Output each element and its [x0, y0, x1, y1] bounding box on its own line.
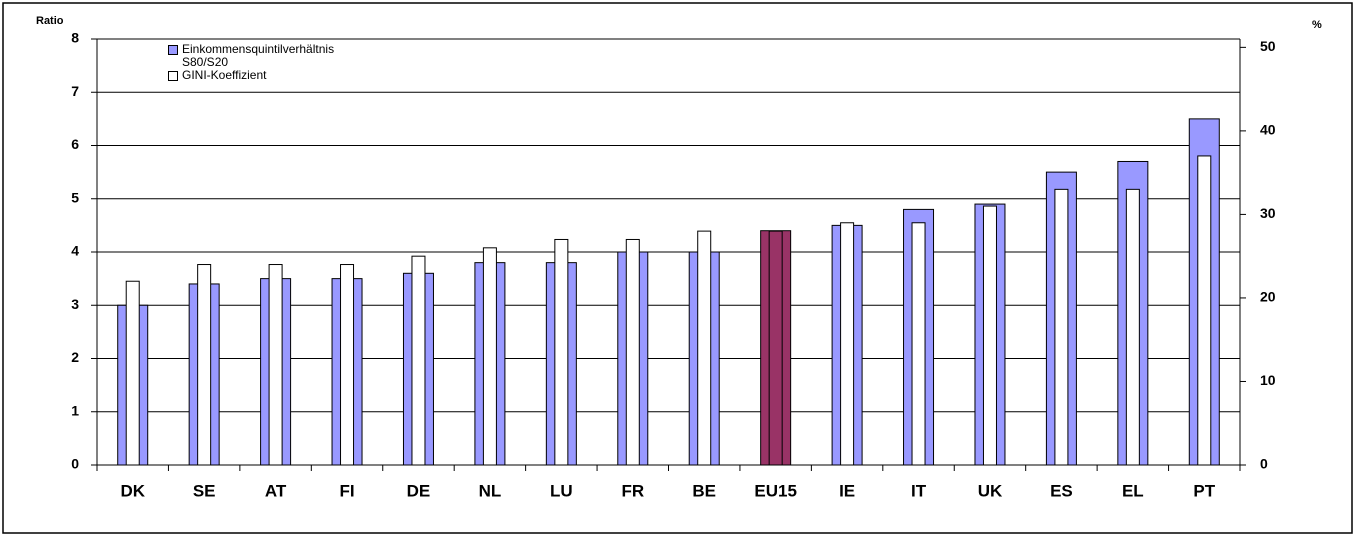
legend: Einkommensquintilverhältnis S80/S20 GINI-… [168, 43, 347, 82]
bar [340, 264, 355, 466]
bar [982, 205, 997, 466]
y2-tick-label: 50 [1260, 38, 1276, 54]
x-tick-label: EL [1122, 481, 1144, 500]
legend-item: GINI-Koeffizient [168, 69, 347, 82]
y-tick-label: 0 [71, 456, 79, 472]
x-tick-label: EU15 [754, 481, 797, 500]
bar [554, 238, 569, 466]
y-tick-label: 3 [71, 296, 79, 312]
y-tick-label: 5 [71, 189, 79, 205]
y2-tick-label: 30 [1260, 205, 1276, 221]
bar [268, 264, 283, 466]
y-axis-label: Ratio [36, 15, 64, 27]
bar [1197, 155, 1212, 466]
bar [1125, 188, 1140, 466]
x-tick-label: UK [978, 481, 1003, 500]
bar [411, 255, 426, 466]
legend-swatch [168, 71, 178, 81]
x-tick-label: IE [839, 481, 855, 500]
y-tick-label: 2 [71, 349, 79, 365]
x-tick-label: DK [120, 481, 145, 500]
legend-label: Einkommensquintilverhältnis S80/S20 [182, 42, 335, 69]
x-tick-label: PT [1193, 481, 1215, 500]
x-tick-label: DE [407, 481, 431, 500]
bar [840, 222, 855, 466]
bar [1054, 188, 1069, 466]
x-tick-label: AT [265, 481, 287, 500]
bar [197, 264, 212, 466]
x-tick-label: BE [692, 481, 716, 500]
x-tick-label: NL [479, 481, 502, 500]
y-tick-label: 7 [71, 83, 79, 99]
x-tick-label: ES [1050, 481, 1073, 500]
x-tick-label: FI [339, 481, 354, 500]
y-tick-label: 6 [71, 136, 79, 152]
y2-tick-label: 10 [1260, 372, 1276, 388]
y2-tick-label: 20 [1260, 289, 1276, 305]
legend-label: GINI-Koeffizient [182, 68, 267, 82]
bar [482, 247, 497, 466]
bar [125, 280, 140, 466]
x-tick-label: SE [193, 481, 216, 500]
y2-tick-label: 0 [1260, 456, 1268, 472]
bar [911, 222, 926, 466]
y-tick-label: 1 [71, 402, 79, 418]
y2-tick-label: 40 [1260, 122, 1276, 138]
x-tick-label: LU [550, 481, 573, 500]
legend-item: Einkommensquintilverhältnis S80/S20 [168, 43, 347, 69]
bar [697, 230, 712, 466]
y2-axis-label: % [1312, 19, 1322, 31]
bar [625, 238, 640, 466]
y-tick-label: 8 [71, 30, 79, 46]
x-tick-label: FR [621, 481, 644, 500]
y-tick-label: 4 [71, 243, 79, 259]
bar [768, 230, 783, 466]
x-tick-label: IT [911, 481, 927, 500]
legend-swatch [168, 45, 178, 55]
